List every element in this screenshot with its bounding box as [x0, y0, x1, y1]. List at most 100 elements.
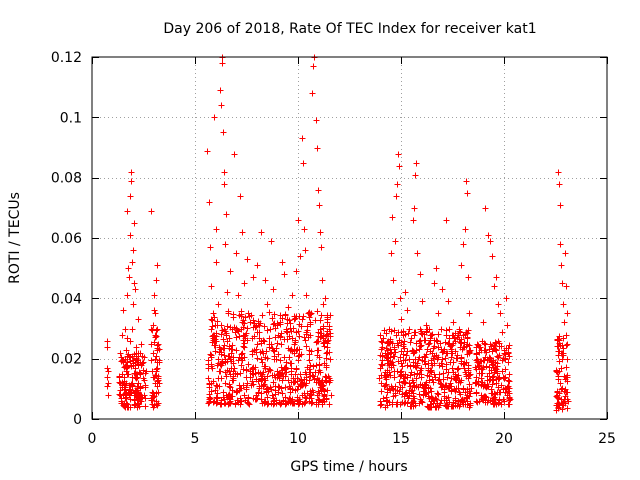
data-point	[413, 364, 420, 371]
data-point	[310, 363, 317, 370]
data-point	[500, 386, 507, 393]
data-point	[466, 310, 473, 317]
data-point	[506, 378, 513, 385]
data-point	[132, 387, 139, 394]
data-point	[243, 330, 250, 337]
data-point	[430, 355, 437, 362]
data-point	[442, 355, 449, 362]
data-point	[506, 342, 513, 349]
data-point	[244, 337, 251, 344]
data-point	[104, 365, 111, 372]
data-point	[221, 345, 228, 352]
data-point	[125, 404, 132, 411]
data-point	[406, 326, 413, 333]
data-point	[273, 345, 280, 352]
data-point	[323, 378, 330, 385]
data-point	[123, 365, 130, 372]
data-point	[133, 344, 140, 351]
data-point	[558, 386, 565, 393]
data-point	[270, 401, 277, 408]
data-point	[553, 407, 560, 414]
data-point	[287, 385, 294, 392]
data-point	[133, 356, 140, 363]
data-point	[218, 351, 225, 358]
data-point	[270, 379, 277, 386]
data-point	[253, 376, 260, 383]
data-point	[473, 398, 480, 405]
data-point	[409, 377, 416, 384]
data-point	[217, 87, 224, 94]
data-point	[140, 375, 147, 382]
data-point	[211, 114, 218, 121]
data-point	[253, 323, 260, 330]
data-point	[475, 342, 482, 349]
data-point	[405, 395, 412, 402]
data-point	[207, 351, 214, 358]
data-point	[135, 397, 142, 404]
data-point	[156, 380, 163, 387]
data-point	[456, 389, 463, 396]
data-point	[221, 352, 228, 359]
data-point	[378, 380, 385, 387]
data-point	[408, 369, 415, 376]
data-point	[238, 351, 245, 358]
data-point	[435, 331, 442, 338]
data-point	[492, 339, 499, 346]
y-tick-label: 0	[73, 412, 82, 428]
data-point	[282, 394, 289, 401]
data-point	[554, 369, 561, 376]
data-point	[215, 301, 222, 308]
data-point	[434, 338, 441, 345]
data-point	[504, 322, 511, 329]
data-point	[258, 390, 265, 397]
data-point	[230, 354, 237, 361]
data-point	[313, 339, 320, 346]
data-point	[448, 354, 455, 361]
data-point	[324, 338, 331, 345]
data-point	[417, 271, 424, 278]
data-point	[412, 329, 419, 336]
data-point	[220, 394, 227, 401]
data-point	[229, 387, 236, 394]
data-point	[124, 292, 131, 299]
data-point	[148, 208, 155, 215]
data-point	[279, 259, 286, 266]
data-point	[262, 277, 269, 284]
data-point	[237, 370, 244, 377]
data-point	[253, 346, 260, 353]
data-point	[472, 364, 479, 371]
data-point	[482, 341, 489, 348]
data-point	[445, 384, 452, 391]
data-point	[255, 389, 262, 396]
data-point	[319, 385, 326, 392]
y-tick-label: 0.1	[60, 110, 82, 126]
data-point	[433, 265, 440, 272]
data-point	[247, 374, 254, 381]
data-point	[306, 369, 313, 376]
data-point	[428, 332, 435, 339]
data-point	[392, 349, 399, 356]
data-point	[261, 363, 268, 370]
data-point	[410, 359, 417, 366]
data-point	[454, 402, 461, 409]
data-point	[401, 338, 408, 345]
data-point	[419, 298, 426, 305]
data-point	[396, 163, 403, 170]
data-point	[483, 363, 490, 370]
data-point	[563, 389, 570, 396]
data-point	[244, 380, 251, 387]
data-point	[445, 369, 452, 376]
data-point	[400, 343, 407, 350]
data-point	[279, 377, 286, 384]
data-point	[307, 319, 314, 326]
data-point	[324, 328, 331, 335]
data-point	[457, 344, 464, 351]
data-point	[443, 217, 450, 224]
data-point	[400, 351, 407, 358]
data-point	[505, 401, 512, 408]
data-point	[246, 401, 253, 408]
data-point	[398, 368, 405, 375]
data-point	[254, 355, 261, 362]
data-point	[301, 390, 308, 397]
